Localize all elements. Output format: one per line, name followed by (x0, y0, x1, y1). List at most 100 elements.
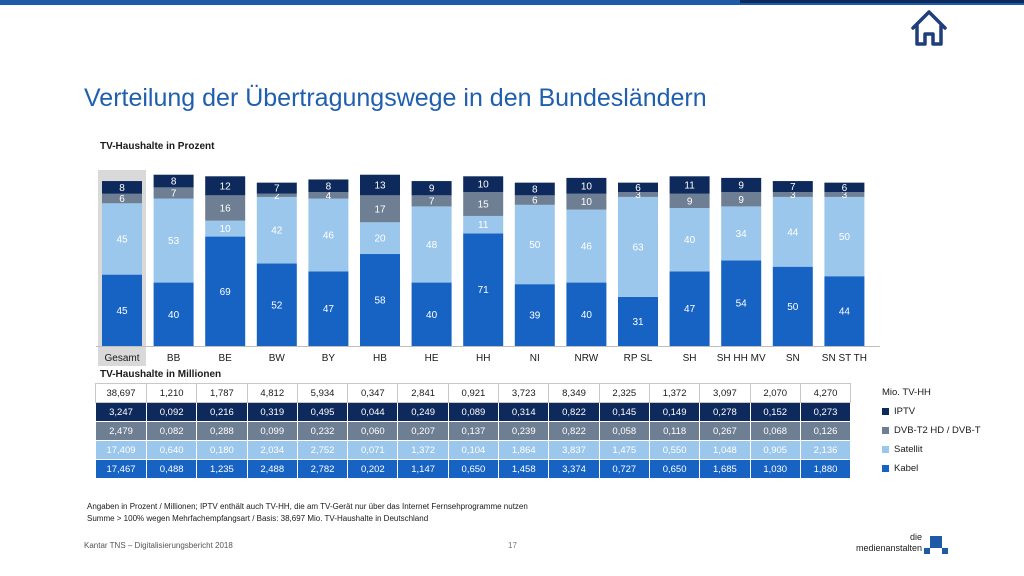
table-cell: 1,787 (196, 383, 248, 403)
legend-swatch-satellit (882, 446, 889, 453)
bar-data-label: 45 (116, 234, 128, 245)
table-cell: 1,864 (498, 440, 550, 460)
table-row: 17,409 0,640 0,180 2,034 2,752 0,071 1,372 0,10… (95, 440, 852, 460)
stacked-bar-chart: 454568Gesamt405378BB69101612BE524227BW47… (96, 170, 880, 366)
bar-data-label: 6 (119, 194, 125, 205)
bar-segment-satellit-he (411, 206, 452, 283)
bar-segment-kabel-sh-hh-mv (721, 260, 762, 346)
table-cell: 2,479 (95, 421, 147, 441)
page-title: Verteilung der Übertragungswege in den B… (84, 84, 707, 112)
logo-square-small (942, 548, 948, 554)
bar-data-label: 2 (274, 191, 280, 202)
bar-segment-dvb-t2-hd-dvb-t-sh-hh-mv (721, 192, 762, 207)
table-cell: 0,202 (347, 459, 399, 479)
bar-segment-dvb-t2-hd-dvb-t-nrw (566, 193, 607, 210)
bar-data-label: 6 (532, 196, 538, 207)
bar-segment-dvb-t2-hd-dvb-t-gesamt (102, 193, 142, 204)
legend-item-kabel: Kabel (882, 459, 981, 478)
footnotes: Angaben in Prozent / Millionen; IPTV ent… (87, 501, 528, 525)
table-cell: 0,905 (749, 440, 801, 460)
table-cell: 0,249 (397, 402, 449, 422)
logo-square-small-2 (924, 548, 930, 554)
x-axis-tick-label: BW (269, 353, 286, 364)
bar-data-label: 52 (271, 300, 283, 311)
bar-segment-iptv-gesamt (102, 181, 142, 194)
table-cell: 0,488 (145, 459, 198, 479)
bar-data-label: 71 (478, 285, 490, 296)
table-cell: 2,782 (296, 459, 349, 479)
x-axis-tick-label: HH (476, 353, 490, 364)
top-accent-bar-dark (740, 0, 1024, 3)
bar-segment-kabel-hb (360, 254, 400, 346)
bar-data-label: 50 (529, 240, 541, 251)
legend-label-dvbt2: DVB-T2 HD / DVB-T (894, 425, 981, 436)
bar-segment-kabel-nrw (566, 282, 607, 346)
table-cell: 0,267 (699, 421, 751, 441)
table-cell: 1,475 (598, 440, 650, 460)
x-axis-tick-label: BB (167, 353, 181, 364)
legend-label-mio: Mio. TV-HH (882, 387, 931, 398)
bar-segment-satellit-hh (463, 215, 504, 234)
bar-data-label: 20 (374, 234, 386, 245)
table-cell: 0,207 (397, 421, 449, 441)
bar-data-label: 8 (171, 177, 177, 188)
bar-segment-kabel-be (205, 236, 246, 346)
table-cell: 0,060 (347, 421, 399, 441)
bar-segment-dvb-t2-hd-dvb-t-hb (360, 195, 400, 223)
bar-data-label: 40 (168, 310, 180, 321)
legend-label-iptv: IPTV (894, 406, 916, 417)
table-cell: 0,145 (598, 402, 650, 422)
bar-segment-dvb-t2-hd-dvb-t-he (411, 195, 452, 207)
bar-data-label: 40 (581, 310, 593, 321)
table-cell: 0,278 (699, 402, 751, 422)
bar-segment-satellit-bb (153, 198, 194, 283)
bar-data-label: 53 (168, 236, 180, 247)
x-axis-tick-label: SH HH MV (717, 353, 766, 364)
table-cell: 3,097 (699, 383, 751, 403)
table-row: 3,247 0,092 0,216 0,319 0,495 0,044 0,249 0,089… (95, 402, 852, 422)
bar-data-label: 9 (738, 181, 744, 192)
bar-segment-dvb-t2-hd-dvb-t-ni (514, 195, 555, 205)
bar-segment-kabel-ni (514, 284, 555, 346)
legend-label-satellit: Satellit (894, 444, 923, 455)
bar-segment-satellit-ni (514, 204, 555, 285)
bar-segment-kabel-by (308, 271, 349, 346)
bar-data-label: 46 (581, 242, 593, 253)
x-axis-tick-label: SN (786, 353, 800, 364)
bar-segment-iptv-nrw (566, 177, 607, 194)
table-cell: 0,640 (145, 440, 198, 460)
bar-segment-satellit-sn-st-th (824, 196, 865, 277)
bar-data-label: 11 (478, 220, 489, 231)
table-cell: 2,070 (749, 383, 801, 403)
table-cell: 0,092 (145, 402, 198, 422)
footer-source: Kantar TNS – Digitalisierungsbericht 201… (84, 541, 233, 550)
bar-segment-satellit-sn (772, 196, 813, 267)
bar-segment-iptv-bb (153, 174, 194, 188)
table-cell: 0,921 (447, 383, 500, 403)
bar-segment-iptv-sn (772, 181, 813, 193)
medienanstalten-logo: die medienanstalten (842, 532, 952, 562)
logo-line-2: medienanstalten (855, 543, 922, 553)
x-axis-tick-label: BY (322, 353, 336, 364)
bar-segment-kabel-bb (153, 282, 194, 346)
table-cell: 38,697 (95, 383, 147, 403)
bar-data-label: 9 (738, 195, 744, 206)
bar-data-label: 44 (839, 307, 851, 318)
bar-segment-iptv-he (411, 181, 452, 196)
table-cell: 1,372 (648, 383, 701, 403)
bar-data-label: 7 (274, 184, 280, 195)
bar-data-label: 10 (581, 197, 593, 208)
table-cell: 1,210 (145, 383, 198, 403)
bar-segment-iptv-bw (256, 182, 297, 194)
bar-data-label: 31 (632, 317, 644, 328)
bar-data-label: 50 (787, 302, 799, 313)
bar-segment-dvb-t2-hd-dvb-t-be (205, 195, 246, 221)
bar-segment-iptv-rp-sl (618, 182, 658, 193)
bar-segment-satellit-bw (256, 196, 297, 264)
table-cell: 0,495 (296, 402, 349, 422)
x-axis-tick-label: NI (530, 353, 540, 364)
home-icon[interactable] (907, 6, 951, 50)
bar-data-label: 13 (374, 181, 386, 192)
table-cell: 0,071 (347, 440, 399, 460)
bar-segment-satellit-sh (669, 208, 710, 272)
